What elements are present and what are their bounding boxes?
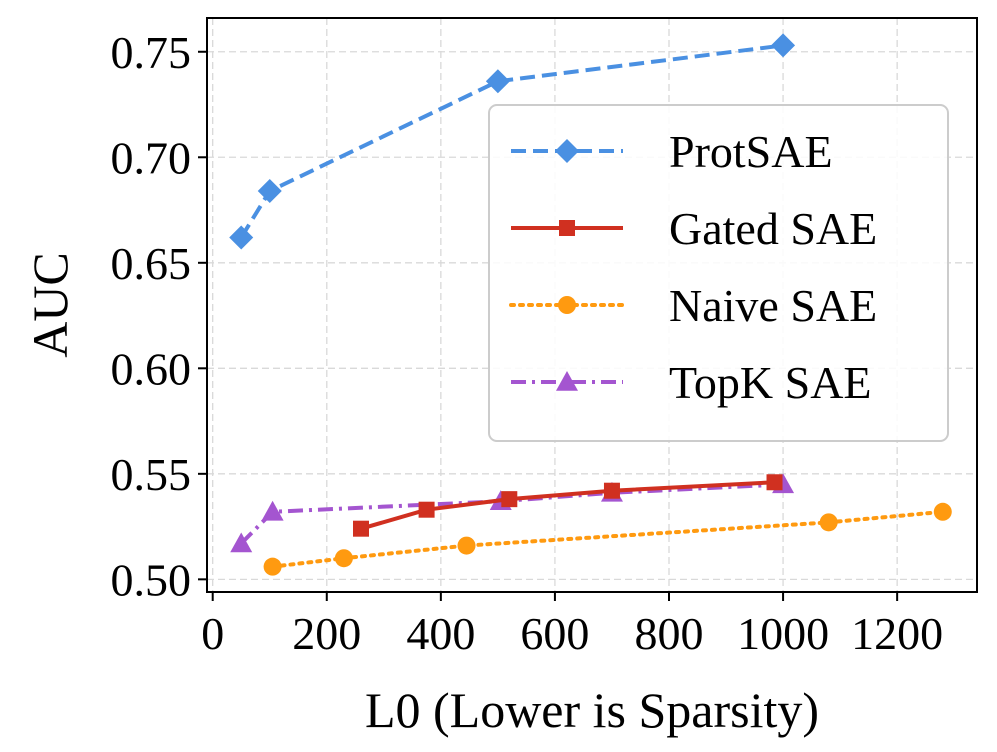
y-tick-label: 0.55 bbox=[111, 449, 192, 500]
data-point-gated-sae bbox=[353, 520, 369, 537]
data-point-naive-sae bbox=[334, 549, 353, 568]
data-point-gated-sae bbox=[418, 501, 435, 518]
y-tick-label: 0.50 bbox=[111, 554, 192, 605]
legend-entry-gated-sae: Gated SAE bbox=[511, 203, 877, 254]
data-point-topk-sae bbox=[230, 532, 253, 553]
y-tick-label: 0.75 bbox=[111, 27, 192, 78]
data-point-gated-sae bbox=[766, 474, 783, 491]
legend: ProtSAE Gated SAE Naive SAE TopK SAE bbox=[488, 104, 949, 442]
x-tick-label: 200 bbox=[292, 608, 361, 659]
x-tick-label: 800 bbox=[635, 608, 704, 659]
legend-label-topk-sae: TopK SAE bbox=[669, 357, 872, 408]
x-tick-label: 400 bbox=[406, 608, 475, 659]
legend-entry-topk-sae: TopK SAE bbox=[511, 357, 872, 408]
legend-marker-topk-sae bbox=[556, 371, 578, 391]
legend-entry-protsae: ProtSAE bbox=[511, 126, 833, 177]
data-point-naive-sae bbox=[263, 557, 282, 576]
x-tick-label: 600 bbox=[520, 608, 589, 659]
data-point-protsae bbox=[485, 69, 510, 94]
data-point-protsae bbox=[229, 225, 254, 250]
y-axis-label: AUC bbox=[22, 252, 78, 358]
legend-label-protsae: ProtSAE bbox=[669, 126, 833, 177]
data-point-naive-sae bbox=[457, 536, 476, 555]
y-tick-label: 0.60 bbox=[111, 343, 192, 394]
x-axis-label: L0 (Lower is Sparsity) bbox=[365, 682, 819, 738]
data-point-protsae bbox=[771, 33, 796, 58]
legend-box bbox=[488, 104, 949, 442]
data-point-naive-sae bbox=[819, 513, 838, 532]
y-tick-label: 0.65 bbox=[111, 238, 192, 289]
series-line-naive-sae bbox=[270, 509, 945, 569]
data-point-protsae bbox=[257, 179, 282, 204]
x-tick-label: 1000 bbox=[737, 608, 829, 659]
series-layer bbox=[229, 33, 952, 576]
y-tick-label: 0.70 bbox=[111, 132, 192, 183]
legend-marker-protsae bbox=[555, 139, 579, 163]
x-tick-label: 1200 bbox=[851, 608, 943, 659]
data-point-gated-sae bbox=[501, 491, 518, 508]
plot-frame bbox=[206, 17, 978, 593]
series-line-protsae bbox=[239, 43, 784, 239]
axis-ticks: 0 200 400 600 800 1000 1200 0.50 0.55 0.60 0.65 0.7… bbox=[111, 27, 944, 659]
x-tick-label: 0 bbox=[201, 608, 224, 659]
legend-label-gated-sae: Gated SAE bbox=[669, 203, 877, 254]
legend-entry-naive-sae: Naive SAE bbox=[509, 280, 877, 331]
data-point-topk-sae bbox=[261, 500, 284, 521]
legend-marker-gated-sae bbox=[559, 220, 575, 236]
series-gated-sae bbox=[353, 474, 783, 537]
legend-marker-naive-sae bbox=[558, 296, 576, 314]
data-point-naive-sae bbox=[933, 502, 952, 521]
data-point-gated-sae bbox=[603, 482, 620, 499]
series-naive-sae bbox=[263, 502, 952, 576]
series-protsae bbox=[229, 33, 796, 250]
legend-label-naive-sae: Naive SAE bbox=[669, 280, 877, 331]
